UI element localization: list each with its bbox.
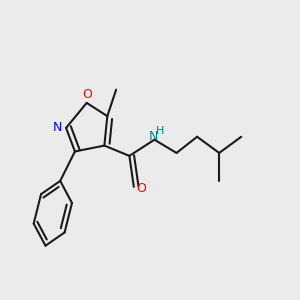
Text: N: N <box>148 130 158 143</box>
Text: N: N <box>53 121 62 134</box>
Text: O: O <box>136 182 146 195</box>
Text: H: H <box>156 126 164 136</box>
Text: O: O <box>82 88 92 100</box>
